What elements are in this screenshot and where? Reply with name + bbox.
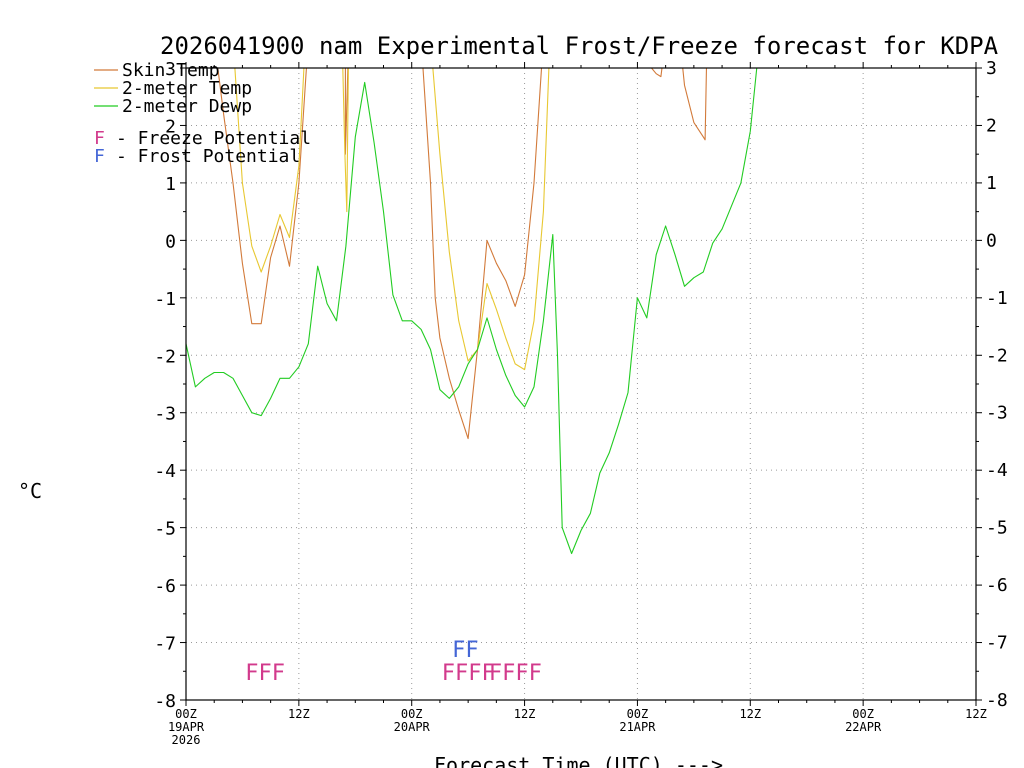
x-tick-date: 21APR xyxy=(619,720,656,734)
y-tick-label-left: -1 xyxy=(154,289,176,310)
series-line-2-meter-temp xyxy=(234,68,305,273)
legend-label: Skin Temp xyxy=(122,60,220,81)
y-tick-label-right: -4 xyxy=(986,460,1008,481)
x-tick-label: 12Z xyxy=(965,707,987,721)
freeze-potential-marker: FFF xyxy=(245,661,285,686)
y-tick-label-right: -5 xyxy=(986,518,1008,539)
y-tick-label-left: -7 xyxy=(154,634,176,655)
legend-label: 2-meter Dewp xyxy=(122,96,252,117)
y-tick-label-left: 2 xyxy=(165,116,176,137)
y-axis-label: °C xyxy=(18,479,42,503)
x-axis-label: Forecast Time (UTC) ---> xyxy=(434,753,723,768)
freeze-potential-marker: FFFF xyxy=(489,661,542,686)
y-tick-label-right: 1 xyxy=(986,173,997,194)
y-tick-label-left: 0 xyxy=(165,231,176,252)
x-tick-label: 12Z xyxy=(739,707,761,721)
series-line-2-meter-dewp xyxy=(186,68,758,555)
y-tick-label-left: 3 xyxy=(165,59,176,80)
x-tick-label: 00Z xyxy=(175,707,197,721)
x-tick-year: 2026 xyxy=(172,733,201,747)
y-tick-label-left: -4 xyxy=(154,461,176,482)
y-tick-label-left: -5 xyxy=(154,519,176,540)
x-tick-label: 00Z xyxy=(852,707,874,721)
frost-potential-marker: FF xyxy=(452,638,479,663)
y-tick-label-left: -8 xyxy=(154,691,176,712)
series-line-2-meter-temp xyxy=(342,68,349,213)
y-tick-label-right: 3 xyxy=(986,58,997,79)
y-tick-label-left: -2 xyxy=(154,346,176,367)
y-tick-label-right: -6 xyxy=(986,575,1008,596)
chart-title: 2026041900 nam Experimental Frost/Freeze… xyxy=(160,32,999,60)
legend-label: 2-meter Temp xyxy=(122,78,252,99)
series-line-skin-temp xyxy=(650,68,663,78)
x-tick-label: 00Z xyxy=(627,707,649,721)
series-lines xyxy=(186,68,758,555)
y-tick-label-left: -6 xyxy=(154,576,176,597)
plot-frame xyxy=(185,67,977,701)
y-tick-label-right: -7 xyxy=(986,633,1008,654)
legend-potential-label: - Frost Potential xyxy=(116,146,300,167)
legend-potential-label: - Freeze Potential xyxy=(116,128,311,149)
grid-lines xyxy=(186,68,976,700)
x-tick-label: 12Z xyxy=(288,707,310,721)
y-tick-label-right: -8 xyxy=(986,690,1008,711)
y-tick-label-left: -3 xyxy=(154,404,176,425)
y-tick-label-right: 2 xyxy=(986,115,997,136)
series-line-skin-temp xyxy=(217,68,307,325)
legend-potential-symbol: F xyxy=(94,146,105,167)
y-axis-ticks: 3 3 2 2 1 1 0 0 -1 -1 -2 -2 -3 -3 -4 -4 -5 -5 -6 -6 -7 -7 -8 -8 xyxy=(154,58,1007,712)
x-tick-label: 12Z xyxy=(514,707,536,721)
series-line-2-meter-temp xyxy=(432,68,550,371)
freeze-potential-marker: FFFF xyxy=(442,661,495,686)
x-tick-date: 20APR xyxy=(394,720,431,734)
y-tick-label-right: 0 xyxy=(986,230,997,251)
x-tick-date: 19APR xyxy=(168,720,205,734)
series-line-skin-temp xyxy=(682,68,708,141)
y-tick-label-right: -1 xyxy=(986,288,1008,309)
x-tick-label: 00Z xyxy=(401,707,423,721)
y-tick-label-right: -3 xyxy=(986,403,1008,424)
legend-potential-symbol: F xyxy=(94,128,105,149)
y-tick-label-left: 1 xyxy=(165,174,176,195)
y-tick-label-right: -2 xyxy=(986,345,1008,366)
x-tick-date: 22APR xyxy=(845,720,882,734)
